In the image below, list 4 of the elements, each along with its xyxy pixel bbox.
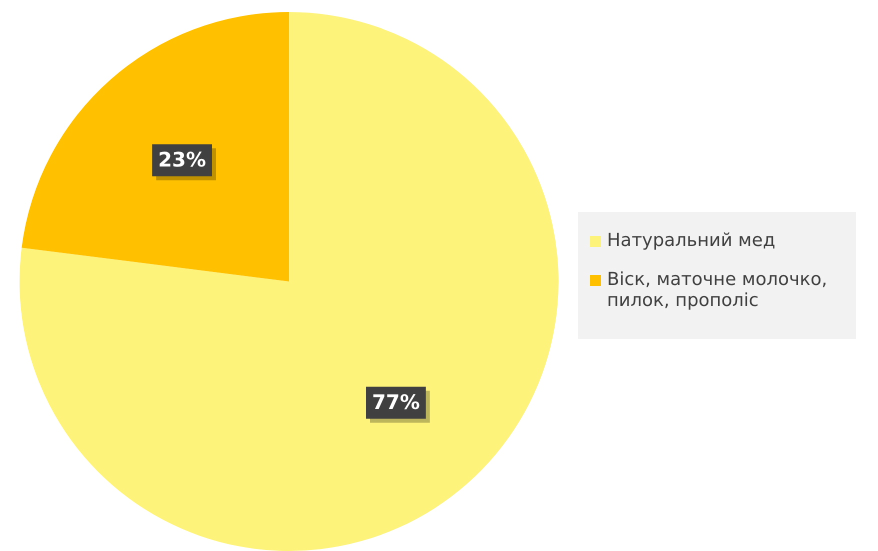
legend-label: Віск, маточне молочко, пилок, прополіс xyxy=(607,269,828,311)
legend-label: Натуральний мед xyxy=(607,230,776,251)
data-label: 23% xyxy=(158,147,206,172)
data-label: 77% xyxy=(372,390,420,414)
